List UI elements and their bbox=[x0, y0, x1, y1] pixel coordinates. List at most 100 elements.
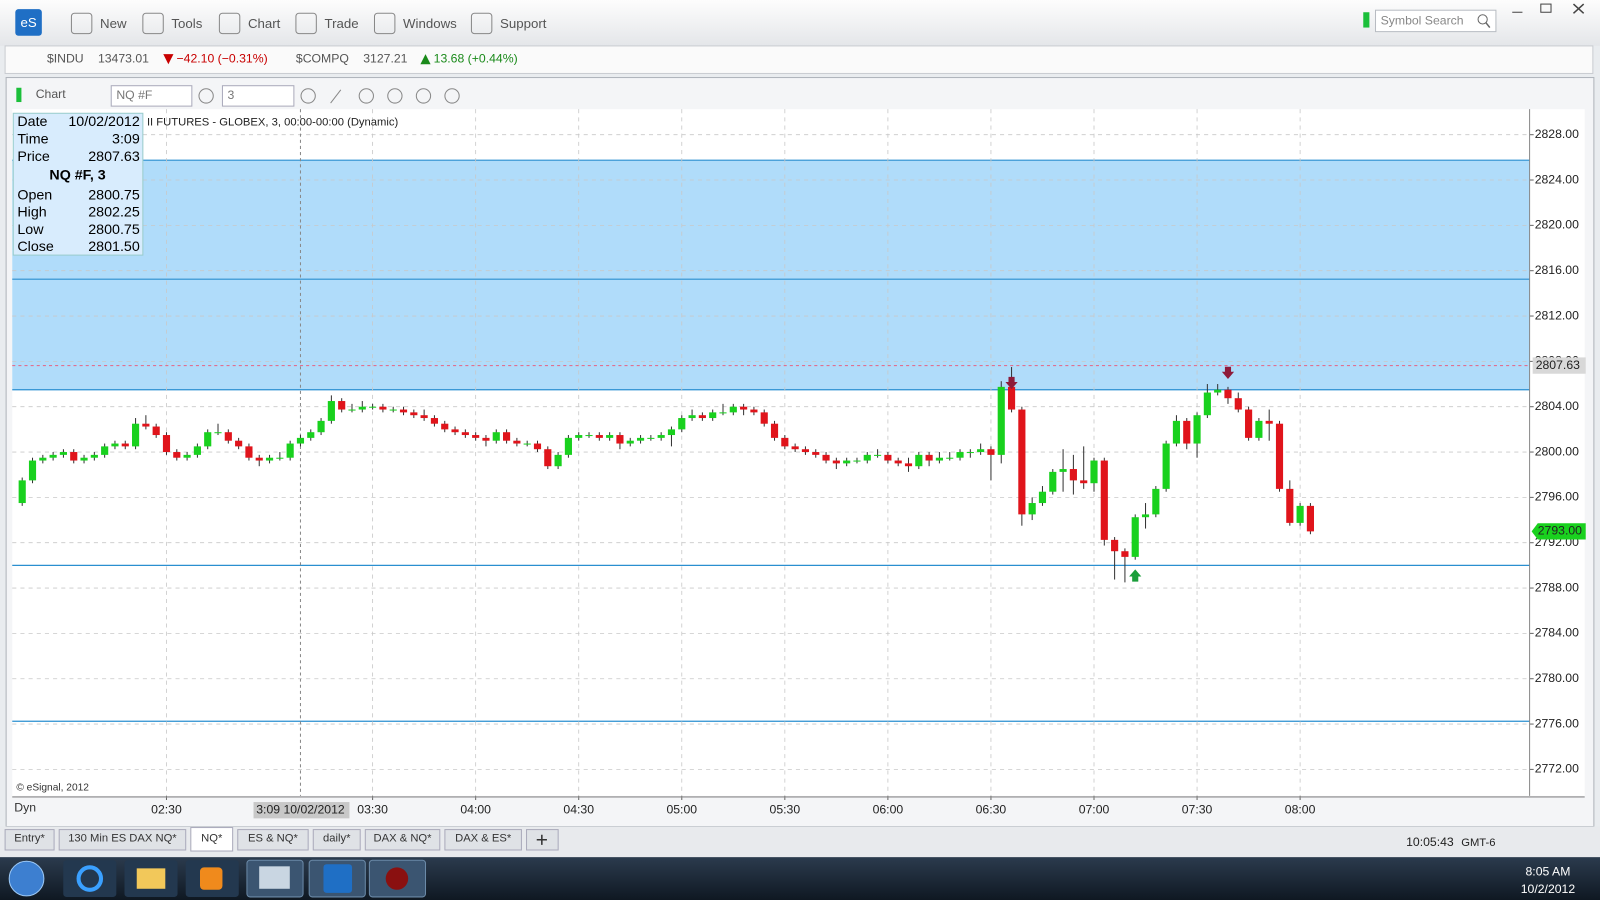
tab-label: NQ* bbox=[201, 833, 223, 845]
tool[interactable] bbox=[358, 88, 374, 104]
taskbar-date: 10/2/2012 bbox=[1521, 882, 1576, 896]
x-tick-label: 05:00 bbox=[666, 802, 697, 816]
candle-body bbox=[111, 443, 119, 447]
symbol-box[interactable] bbox=[110, 85, 193, 107]
toolbar-icon bbox=[218, 12, 241, 35]
toolbar bbox=[0, 0, 1600, 46]
tab[interactable] bbox=[444, 829, 522, 851]
data-window: Date 10/02/2012 Time 3:09 Price 2807.63 NQ #F,… bbox=[12, 112, 144, 256]
candle-body bbox=[492, 432, 500, 441]
candle-body bbox=[1214, 389, 1222, 393]
logo[interactable] bbox=[15, 9, 42, 36]
candle-body bbox=[863, 454, 871, 461]
tab[interactable] bbox=[58, 829, 187, 851]
data-label: Low bbox=[17, 222, 44, 238]
tool[interactable] bbox=[387, 88, 403, 104]
data-value: 2800.75 bbox=[88, 188, 140, 204]
candle-body bbox=[925, 454, 933, 461]
candle-body bbox=[162, 435, 171, 453]
tool[interactable] bbox=[198, 88, 214, 104]
candle-body bbox=[1038, 491, 1047, 504]
tool[interactable] bbox=[300, 88, 316, 104]
tab[interactable] bbox=[190, 827, 234, 852]
candle-body bbox=[956, 452, 964, 458]
tab[interactable] bbox=[4, 829, 55, 851]
close[interactable] bbox=[1572, 3, 1585, 14]
tab[interactable] bbox=[364, 829, 441, 851]
candle-body bbox=[28, 460, 37, 481]
candle-body bbox=[801, 449, 810, 453]
candle-body bbox=[461, 432, 469, 436]
taskbar bbox=[0, 857, 1600, 900]
chart-icon bbox=[16, 87, 22, 103]
candle-body bbox=[1141, 514, 1150, 518]
candle-body bbox=[740, 406, 748, 410]
candle-body bbox=[1245, 409, 1253, 438]
y-tick-label: 2824.00 bbox=[1535, 172, 1579, 186]
app-ie[interactable] bbox=[63, 860, 117, 897]
candle-body bbox=[307, 432, 315, 438]
candle-body bbox=[1028, 503, 1036, 515]
candle-body bbox=[327, 401, 335, 421]
y-tick-label: 2812.00 bbox=[1535, 308, 1579, 322]
tab-label: DAX & ES* bbox=[455, 833, 512, 845]
candle-body bbox=[626, 440, 634, 444]
quote-arrow bbox=[420, 54, 431, 65]
candle-body bbox=[812, 452, 820, 455]
data-heading: NQ #F, 3 bbox=[49, 167, 105, 183]
candle-body bbox=[1100, 460, 1108, 540]
restore[interactable] bbox=[1540, 3, 1552, 13]
candle-body bbox=[1162, 443, 1170, 489]
candle-body bbox=[791, 446, 799, 450]
tab[interactable] bbox=[237, 829, 309, 851]
candle-body bbox=[472, 435, 480, 438]
tool[interactable] bbox=[330, 89, 342, 104]
x-tick-label: 07:30 bbox=[1182, 802, 1213, 816]
candle-body bbox=[750, 409, 758, 413]
tool[interactable] bbox=[415, 88, 432, 104]
candle-body bbox=[997, 386, 1005, 455]
quote-bar bbox=[4, 45, 1594, 74]
start-button[interactable] bbox=[8, 860, 45, 897]
candle-body bbox=[533, 443, 542, 450]
candle-body bbox=[636, 437, 645, 441]
candle-body bbox=[564, 437, 572, 455]
candle-body bbox=[523, 443, 531, 445]
candle-body bbox=[554, 454, 562, 467]
quote-symbol: $COMPQ bbox=[296, 51, 349, 65]
last-price-flag bbox=[1531, 523, 1586, 540]
candle-body bbox=[245, 446, 253, 458]
candle-body bbox=[915, 454, 923, 467]
logo-text: eS bbox=[20, 15, 36, 30]
candle-body bbox=[399, 409, 408, 413]
interval-box[interactable] bbox=[221, 85, 295, 107]
y-tick-label: 2772.00 bbox=[1535, 762, 1579, 776]
quote-change: −42.10 (−0.31%) bbox=[177, 51, 268, 65]
candle-body bbox=[276, 457, 284, 459]
timezone: GMT-6 bbox=[1461, 837, 1495, 849]
quotes: $INDU 13473.01 −42.10 (−0.31%) $COMPQ 3127.2… bbox=[47, 51, 518, 65]
candle-body bbox=[482, 437, 490, 441]
candle-body bbox=[1080, 480, 1088, 484]
y-tick-label: 2784.00 bbox=[1535, 626, 1579, 640]
taskbar-apps bbox=[63, 859, 427, 898]
candle-body bbox=[513, 440, 521, 444]
candle-body bbox=[142, 423, 150, 427]
remote-icon bbox=[259, 866, 290, 889]
candle-body bbox=[369, 406, 377, 408]
copyright: © eSignal, 2012 bbox=[16, 782, 89, 793]
candle-body bbox=[647, 437, 655, 439]
candle-body bbox=[430, 418, 439, 424]
candle-body bbox=[729, 406, 737, 413]
candle-body bbox=[719, 412, 727, 414]
candle-body bbox=[358, 406, 366, 410]
tab[interactable] bbox=[312, 829, 361, 851]
x-tick-label: 04:00 bbox=[460, 802, 491, 816]
tool[interactable] bbox=[444, 88, 460, 104]
last-price-label: 2793.00 bbox=[1538, 524, 1582, 538]
symbol: NQ #F bbox=[116, 88, 152, 102]
symbol-search[interactable] bbox=[1375, 9, 1497, 33]
candle-body bbox=[1193, 415, 1201, 444]
candle-body bbox=[1265, 420, 1273, 424]
toolbar-icon bbox=[142, 12, 164, 35]
